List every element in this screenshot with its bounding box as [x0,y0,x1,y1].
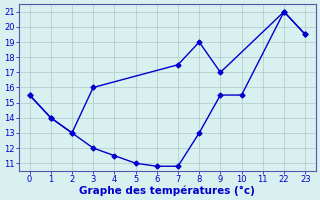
X-axis label: Graphe des températures (°c): Graphe des températures (°c) [79,185,255,196]
